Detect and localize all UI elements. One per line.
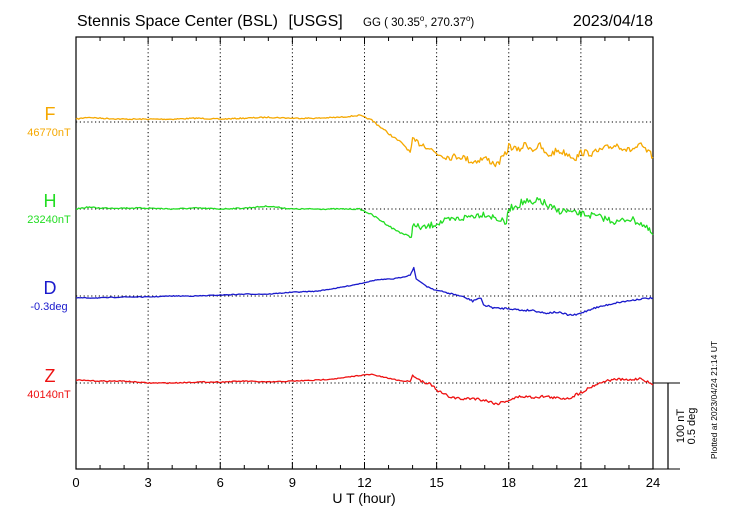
- x-tick-label-3: 3: [145, 475, 152, 490]
- scale-label-nt: 100 nT: [675, 409, 687, 444]
- coords-lat: 30.35: [391, 17, 420, 29]
- x-tick-label-0: 0: [72, 475, 79, 490]
- x-axis-label: U T (hour): [332, 490, 395, 506]
- x-tick-label-15: 15: [429, 475, 443, 490]
- chart-date: 2023/04/18: [573, 13, 653, 30]
- x-tick-label-12: 12: [357, 475, 371, 490]
- coords-label: GG ( 30.35o, 270.37o): [363, 14, 474, 29]
- x-tick-labels: 0 3 6 9 12 15 18 21 24: [72, 475, 660, 490]
- x-tick-label-9: 9: [289, 475, 296, 490]
- coords-prefix: GG (: [363, 17, 388, 29]
- series-layer: [75, 114, 654, 406]
- series-name-Z: Z: [45, 366, 56, 386]
- series-line-H: [75, 196, 654, 239]
- x-tick-label-21: 21: [574, 475, 588, 490]
- x-tick-label-18: 18: [502, 475, 516, 490]
- scale-label-deg: 0.5 deg: [686, 408, 698, 445]
- x-tick-label-6: 6: [217, 475, 224, 490]
- series-line-F: [75, 114, 654, 168]
- x-ticks: [75, 37, 654, 469]
- series-baseline-F: 46770nT: [27, 127, 71, 139]
- series-line-Z: [75, 373, 654, 406]
- series-name-D: D: [44, 278, 57, 298]
- x-tick-label-24: 24: [646, 475, 660, 490]
- station-name: Stennis Space Center (BSL): [77, 13, 278, 30]
- grid: [76, 37, 653, 469]
- coords-lon: 270.37: [431, 17, 466, 29]
- series-name-F: F: [45, 104, 56, 124]
- series-baseline-Z: 40140nT: [27, 389, 71, 401]
- station-title: Stennis Space Center (BSL) [USGS]: [77, 13, 343, 30]
- series-line-D: [75, 266, 654, 317]
- series-baseline-D: -0.3deg: [30, 301, 67, 313]
- network-label: [USGS]: [288, 13, 342, 30]
- series-labels: F 46770nT H 23240nT D -0.3deg Z 40140nT: [27, 104, 71, 401]
- scale-bar: 100 nT 0.5 deg: [653, 382, 698, 470]
- series-baseline-H: 23240nT: [27, 214, 71, 226]
- plotted-at-note: Plotted at 2023/04/24 21:14 UT: [709, 341, 719, 459]
- series-name-H: H: [44, 191, 57, 211]
